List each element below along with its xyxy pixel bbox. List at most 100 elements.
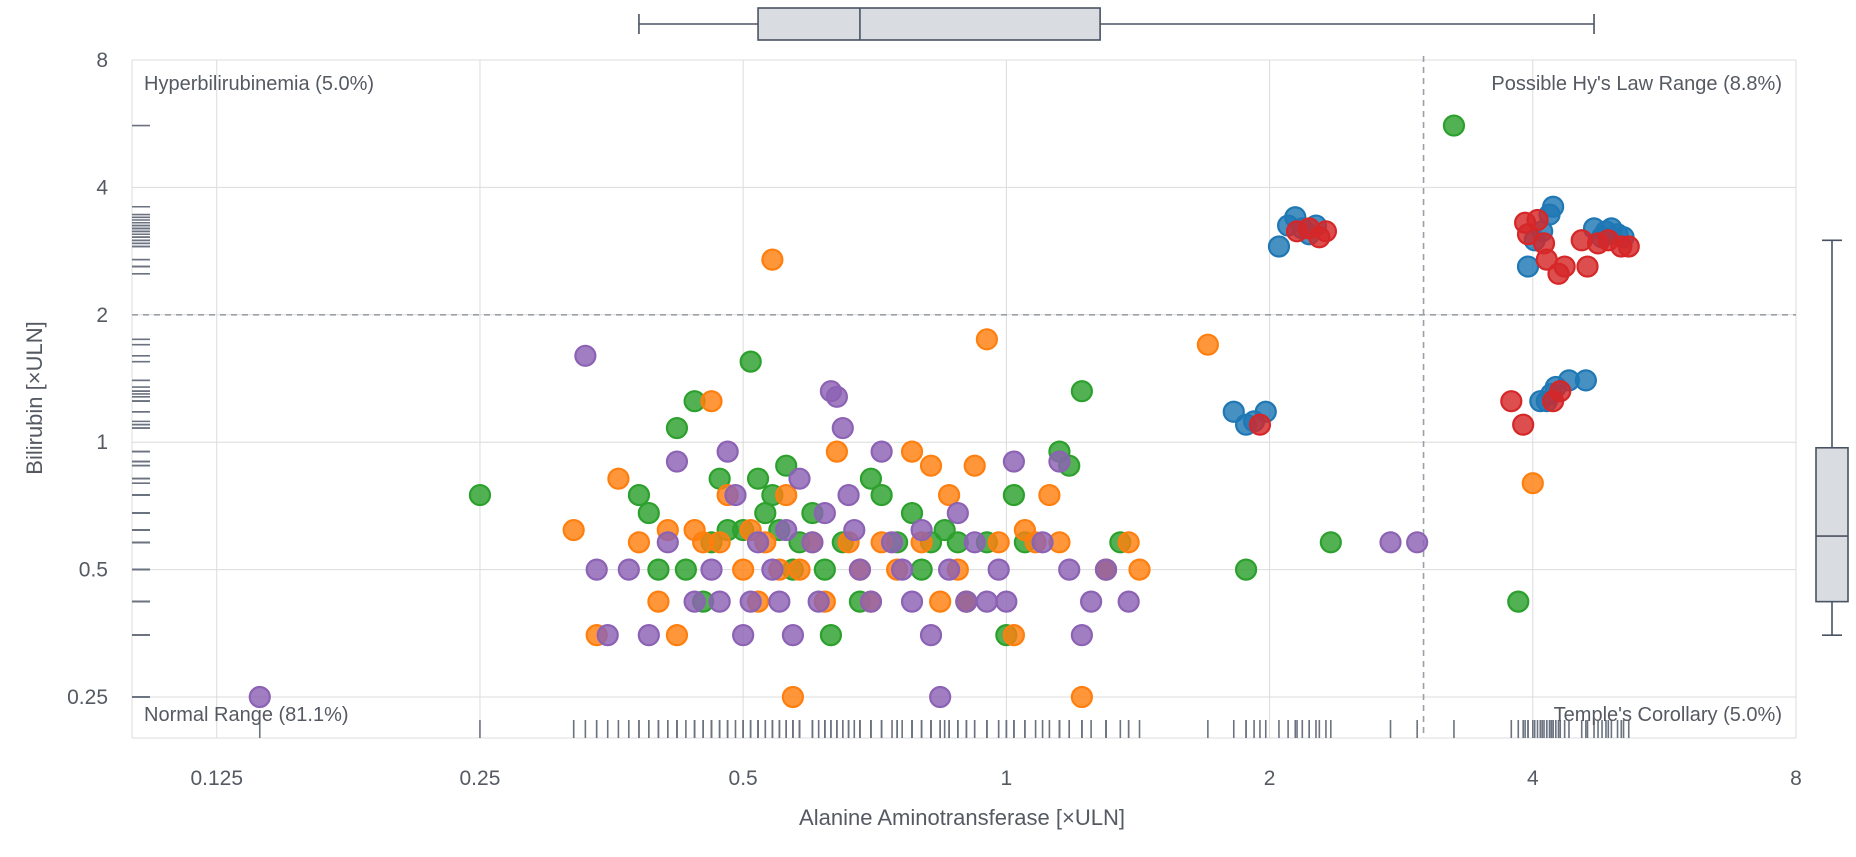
data-point — [825, 440, 848, 463]
data-point — [813, 501, 836, 525]
data-point — [647, 558, 670, 581]
data-point — [596, 624, 619, 647]
data-point — [900, 590, 924, 613]
rug-marks — [132, 124, 1630, 738]
x-tick-label: 8 — [1790, 767, 1802, 790]
y-box-body — [1815, 446, 1849, 603]
data-point — [900, 440, 924, 463]
data-point — [724, 483, 747, 507]
data-point — [813, 558, 836, 581]
x-tick-label: 1 — [1001, 767, 1013, 790]
data-point — [788, 467, 811, 490]
data-point — [775, 518, 798, 542]
scatter-points — [248, 114, 1640, 709]
data-point — [900, 501, 924, 525]
data-point — [627, 483, 651, 507]
data-point — [1038, 483, 1061, 507]
data-point — [880, 531, 904, 554]
data-point — [627, 531, 651, 554]
data-point — [987, 531, 1010, 554]
data-point — [739, 590, 762, 613]
data-point — [775, 454, 798, 477]
quadrant-label-top-right: Possible Hy's Law Range (8.8%) — [1491, 73, 1782, 95]
tick-labels: 0.125 0.25 0.5 1 2 4 8 0.25 0.5 1 2 4 8 — [67, 49, 1802, 790]
data-point — [739, 350, 762, 373]
data-point — [700, 558, 723, 581]
x-axis-title: Alanine Aminotransferase [×ULN] — [799, 805, 1125, 830]
data-point — [919, 454, 943, 477]
data-point — [1574, 369, 1597, 392]
y-tick-label: 2 — [96, 304, 108, 327]
data-point — [1070, 685, 1093, 709]
data-point — [761, 558, 784, 581]
data-point — [781, 624, 805, 647]
quadrant-label-bottom-right: Temple's Corollary (5.0%) — [1554, 704, 1782, 726]
data-point — [825, 385, 848, 408]
data-point — [1314, 220, 1338, 243]
x-tick-label: 2 — [1264, 767, 1276, 790]
data-point — [1542, 195, 1565, 218]
data-point — [1526, 208, 1549, 232]
x-tick-label: 0.5 — [729, 767, 758, 790]
data-point — [848, 558, 872, 581]
data-point — [781, 685, 805, 709]
data-point — [788, 558, 811, 581]
data-point — [700, 390, 723, 413]
data-point — [732, 624, 755, 647]
data-point — [665, 416, 689, 440]
data-point — [637, 501, 660, 525]
data-point — [859, 590, 883, 613]
data-point — [1031, 531, 1054, 554]
data-point — [1248, 413, 1272, 436]
data-point — [248, 685, 271, 709]
data-point — [574, 344, 597, 367]
data-point — [1379, 531, 1402, 554]
data-point — [1516, 255, 1540, 278]
data-point — [708, 590, 731, 613]
data-point — [1058, 558, 1081, 581]
data-point — [987, 558, 1010, 581]
data-point — [975, 328, 998, 351]
y-tick-label: 0.5 — [79, 559, 108, 582]
data-point — [1002, 483, 1025, 507]
data-point — [775, 483, 798, 507]
marginal-boxplots — [638, 7, 1849, 636]
data-point — [937, 558, 961, 581]
y-tick-label: 8 — [96, 49, 108, 72]
data-point — [870, 440, 893, 463]
data-point — [910, 518, 933, 542]
data-point — [1234, 558, 1258, 581]
data-point — [1576, 255, 1599, 278]
y-tick-label: 1 — [96, 431, 108, 454]
data-point — [585, 558, 608, 581]
data-point — [1521, 472, 1544, 495]
data-point — [1507, 590, 1530, 613]
data-point — [1128, 558, 1151, 581]
data-point — [674, 558, 697, 581]
data-point — [1549, 380, 1572, 403]
data-point — [1070, 624, 1093, 647]
data-point — [647, 590, 670, 613]
data-point — [819, 624, 843, 647]
data-point — [937, 483, 961, 507]
data-point — [995, 590, 1018, 613]
data-point — [1002, 624, 1025, 647]
data-point — [975, 590, 998, 613]
x-tick-label: 4 — [1527, 767, 1539, 790]
data-point — [929, 590, 952, 613]
data-point — [1117, 590, 1140, 613]
data-point — [831, 416, 854, 440]
data-point — [1512, 413, 1535, 436]
threshold-lines — [132, 56, 1796, 738]
data-point — [665, 450, 689, 473]
data-point — [716, 440, 739, 463]
quadrant-label-top-left: Hyperbilirubinemia (5.0%) — [144, 73, 374, 95]
data-point — [732, 558, 755, 581]
data-point — [859, 467, 883, 490]
data-point — [637, 624, 660, 647]
data-point — [1553, 255, 1576, 278]
y-tick-label: 0.25 — [67, 686, 108, 709]
x-tick-label: 0.125 — [190, 767, 243, 790]
data-point — [963, 531, 986, 554]
